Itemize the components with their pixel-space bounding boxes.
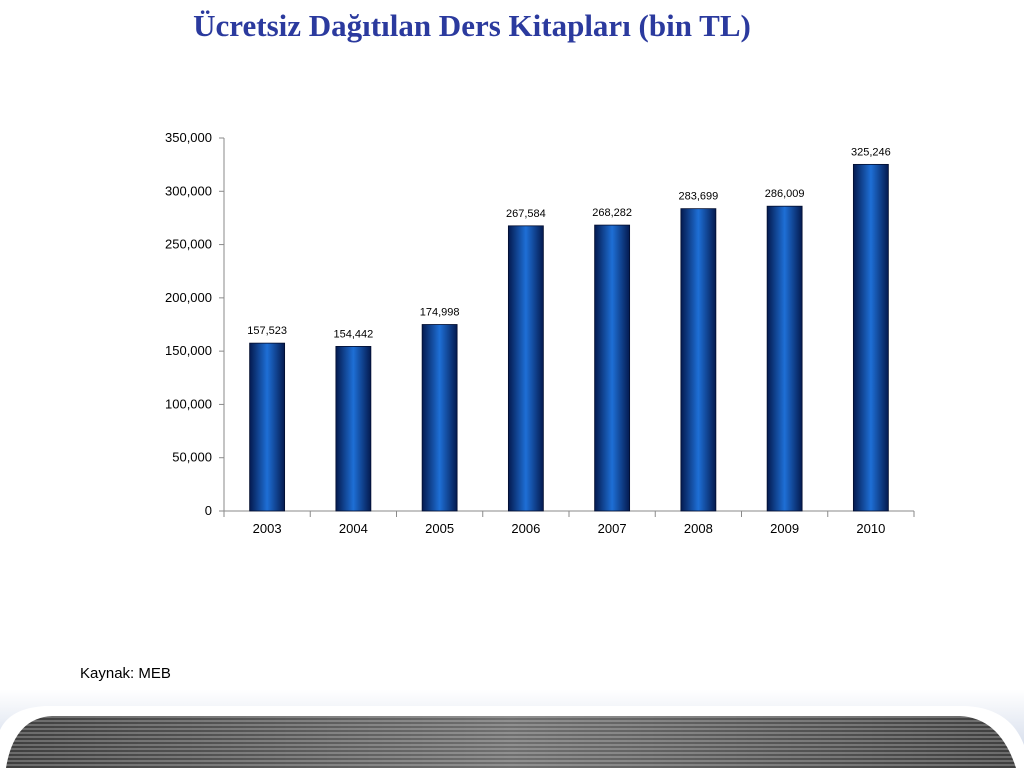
bar [766, 205, 803, 512]
data-label: 283,699 [678, 191, 718, 203]
data-labels: 157,523 154,442 174,998 267,584 268,282 283,6… [247, 146, 891, 340]
bar [421, 324, 458, 512]
bar [680, 208, 717, 512]
x-tick-label: 2009 [770, 521, 799, 536]
y-tick-label: 50,000 [172, 450, 212, 465]
data-label: 157,523 [247, 325, 287, 337]
data-label: 325,246 [851, 146, 891, 158]
data-label: 174,998 [420, 307, 460, 319]
bar [594, 224, 631, 512]
bar [335, 346, 372, 512]
bar [507, 225, 544, 512]
y-tick-label: 100,000 [165, 396, 212, 411]
x-tick-label: 2007 [598, 521, 627, 536]
source-note: Kaynak: MEB [80, 665, 171, 682]
x-tick-label: 2010 [856, 521, 885, 536]
data-label: 286,009 [765, 188, 805, 200]
bar [852, 163, 889, 512]
bar-chart: 0 50,000 100,000 150,000 200,000 250,000 300,0… [165, 130, 915, 536]
data-label: 268,282 [592, 207, 632, 219]
y-axis: 0 50,000 100,000 150,000 200,000 250,000 300,0… [165, 130, 225, 518]
bars [249, 163, 889, 512]
x-tick-label: 2004 [339, 521, 368, 536]
y-tick-label: 250,000 [165, 237, 212, 252]
y-tick-label: 200,000 [165, 290, 212, 305]
y-tick-label: 300,000 [165, 183, 212, 198]
y-tick-label: 0 [205, 503, 212, 518]
x-axis: 2003 2004 2005 2006 2007 2008 2009 2010 [223, 510, 915, 536]
data-label: 154,442 [333, 328, 373, 340]
slide-title: Ücretsiz Dağıtılan Ders Kitapları (bin T… [193, 8, 751, 43]
bar [249, 342, 286, 512]
x-tick-label: 2008 [684, 521, 713, 536]
footer-decoration [0, 690, 1024, 768]
x-tick-label: 2003 [253, 521, 282, 536]
y-tick-label: 150,000 [165, 343, 212, 358]
x-tick-label: 2005 [425, 521, 454, 536]
x-tick-label: 2006 [511, 521, 540, 536]
y-tick-label: 350,000 [165, 130, 212, 145]
data-label: 267,584 [506, 208, 546, 220]
